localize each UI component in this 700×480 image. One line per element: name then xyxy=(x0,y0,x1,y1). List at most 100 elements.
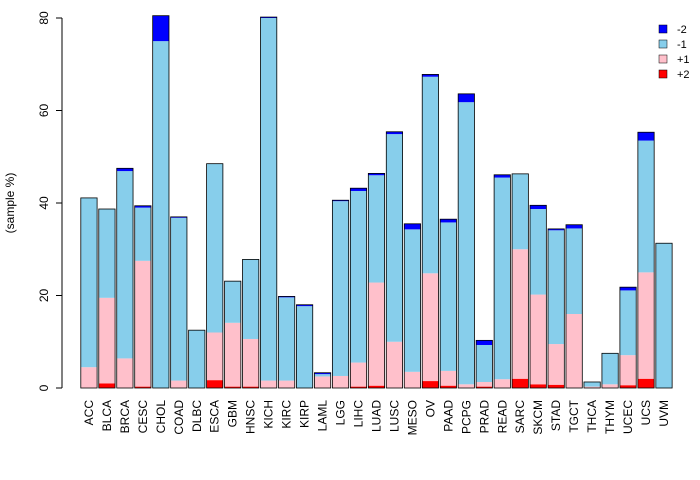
bar-outline xyxy=(152,15,170,389)
x-tick-label: TGCT xyxy=(567,399,581,432)
bar-segment xyxy=(601,384,619,388)
bar-segment xyxy=(512,173,529,250)
bar-outline xyxy=(134,205,152,389)
y-axis: 0 20 40 60 80 xyxy=(37,11,63,391)
legend-label: +1 xyxy=(677,54,690,66)
bar-segment xyxy=(404,223,421,230)
bar-segment xyxy=(134,260,152,387)
bar-outline xyxy=(367,172,386,389)
x-tick-label: LAML xyxy=(316,400,330,432)
x-tick-label: BLCA xyxy=(100,400,114,431)
bar-outline xyxy=(655,242,673,389)
bar-segment xyxy=(170,380,187,388)
bar-segment xyxy=(548,384,565,388)
bar-segment xyxy=(530,384,547,388)
bar-segment xyxy=(530,205,547,210)
bar-outline xyxy=(80,197,98,389)
bar-segment xyxy=(494,379,511,388)
bar-segment xyxy=(296,304,313,307)
bar-segment xyxy=(314,376,331,388)
x-tick-label: MESO xyxy=(405,400,419,435)
x-tick-label: ACC xyxy=(82,400,96,426)
bar-segment xyxy=(350,188,367,191)
bar-segment xyxy=(440,219,457,223)
bar-outline xyxy=(116,167,134,389)
bar-outline xyxy=(260,16,278,389)
legend-swatch xyxy=(658,24,668,34)
bar-outline xyxy=(206,163,224,389)
y-tick-label: 40 xyxy=(37,196,51,210)
bar-segment xyxy=(260,17,277,18)
x-tick-label: BRCA xyxy=(118,400,132,433)
x-tick-label: LUSC xyxy=(387,400,401,432)
bar-segment xyxy=(440,370,457,386)
x-tick-label: SARC xyxy=(513,400,527,434)
bar-outline xyxy=(331,199,350,389)
bar-segment xyxy=(368,175,385,283)
bar-outline xyxy=(565,224,583,389)
bar-segment xyxy=(242,386,259,388)
legend-swatch xyxy=(658,39,668,49)
x-tick-label: CESC xyxy=(136,400,150,434)
y-tick-label: 60 xyxy=(37,104,51,118)
bar-segment xyxy=(548,230,565,345)
bar-segment xyxy=(655,243,673,388)
bar-outline xyxy=(98,208,116,389)
x-tick-label: STAD xyxy=(549,400,563,431)
bar-segment xyxy=(206,163,223,333)
bar-segment xyxy=(242,259,259,339)
bar-segment xyxy=(458,93,475,103)
y-tick-label: 0 xyxy=(37,384,51,391)
y-tick-label: 80 xyxy=(37,11,51,25)
bar-segment xyxy=(619,355,637,386)
bar-outline xyxy=(314,372,332,389)
x-tick-label: PRAD xyxy=(477,400,491,434)
bar-segment xyxy=(386,341,403,388)
bar-segment xyxy=(565,224,583,229)
bar-outline xyxy=(403,223,421,389)
bar-segment xyxy=(224,386,241,388)
bar-outline xyxy=(601,352,619,389)
bar-segment xyxy=(637,140,655,273)
x-tick-label: UCEC xyxy=(621,400,635,434)
x-tick-label: PAAD xyxy=(441,400,455,432)
bar-segment xyxy=(350,386,367,388)
bar-segment xyxy=(206,380,223,388)
bar-outline xyxy=(457,93,475,389)
bar-segment xyxy=(530,294,547,385)
y-axis-title: (sample %) xyxy=(3,173,17,234)
bar-segment xyxy=(368,385,385,388)
bar-segment xyxy=(134,386,152,388)
bar-segment xyxy=(512,249,529,379)
bar-segment xyxy=(476,340,493,345)
bar-segment xyxy=(458,384,475,388)
bar-segment xyxy=(494,174,511,178)
bar-segment xyxy=(314,372,331,375)
bar-segment xyxy=(512,378,529,388)
bar-segment xyxy=(548,228,565,231)
bar-outline xyxy=(170,216,188,389)
bar-segment xyxy=(637,378,655,388)
bar-segment xyxy=(332,200,349,202)
x-tick-label: GBM xyxy=(226,400,240,427)
bar-segment xyxy=(637,132,655,141)
bar-segment xyxy=(350,190,367,363)
bar-segment xyxy=(422,273,439,382)
bar-segment xyxy=(440,385,457,388)
bar-segment xyxy=(260,18,277,381)
bar-segment xyxy=(116,358,134,388)
bar-segment xyxy=(565,228,583,314)
x-tick-label: DLBC xyxy=(190,400,204,432)
bar-outline xyxy=(242,259,260,389)
bar-segment xyxy=(530,209,547,295)
bar-segment xyxy=(601,353,619,385)
bar-outline xyxy=(188,329,206,389)
bar-segment xyxy=(152,15,169,42)
bar-segment xyxy=(242,338,259,387)
bar-segment xyxy=(332,375,349,388)
x-tick-label: KIRP xyxy=(298,400,312,428)
x-tick-label: UVM xyxy=(657,400,671,427)
x-tick-label: PCPG xyxy=(459,400,473,434)
bar-segment xyxy=(260,380,277,388)
bar-outline xyxy=(547,228,565,389)
